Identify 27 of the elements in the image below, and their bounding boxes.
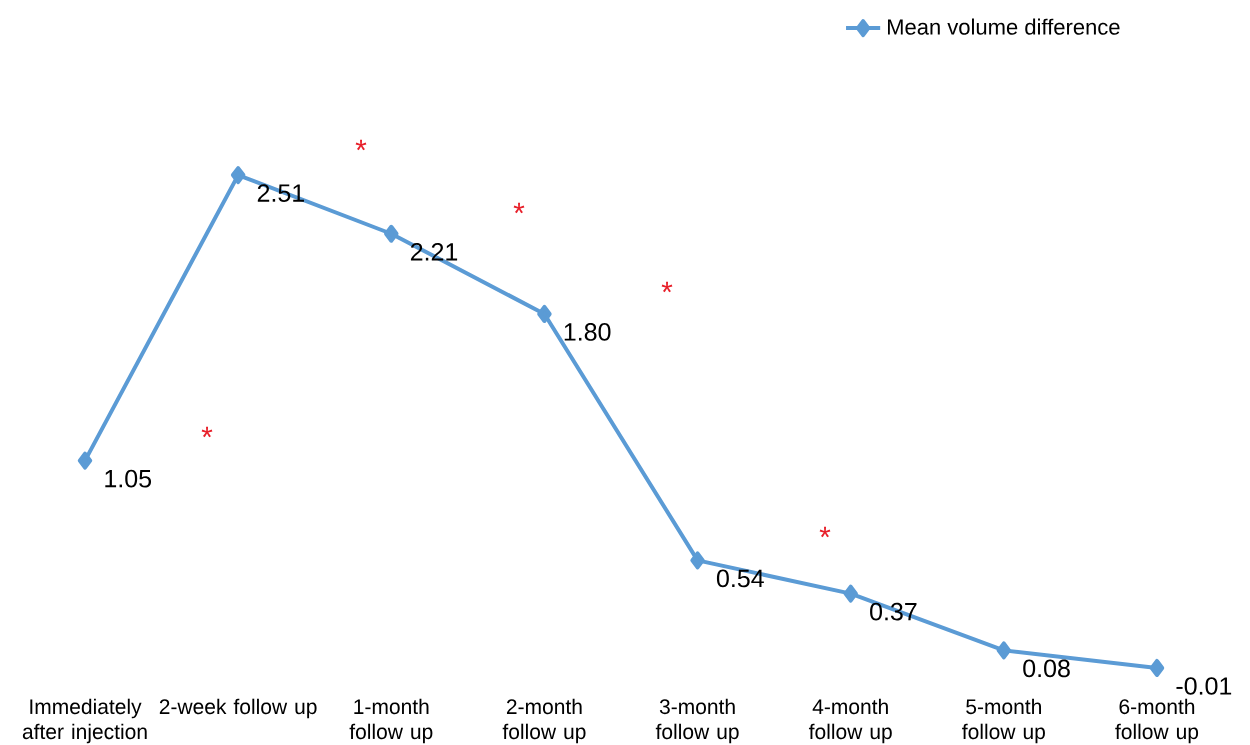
data-label: 1.05 [105,469,152,488]
x-tick-label: 6-month follow up [1115,698,1199,744]
point [843,584,858,603]
x-tick-label: 2-month follow up [502,698,586,744]
x-tick-label: 1-month follow up [349,698,433,744]
point [77,451,93,470]
x-tick-label: 5-month follow up [962,698,1045,744]
x-tick-label: Immediately after injection [22,698,147,744]
data-label: -0.01 [1176,677,1232,695]
legend-label: Mean volume difference [888,18,1120,35]
point [996,641,1012,660]
annotation: * [661,281,673,293]
data-label: 0.08 [1023,659,1070,678]
annotation: * [513,202,525,214]
point [230,166,246,185]
x-tick-label: 2-week follow up [159,698,317,719]
x-tick-label: 4-month follow up [808,698,892,744]
point [690,551,705,570]
text: * [355,139,367,151]
data-label: 0.54 [716,569,764,588]
data-label: 1.80 [564,323,611,341]
annotation: * [819,526,831,538]
annotation: * [201,426,213,438]
x-tick-label: 3-month follow up [655,698,739,744]
point [537,304,552,323]
point [1149,658,1165,677]
point [384,224,399,243]
